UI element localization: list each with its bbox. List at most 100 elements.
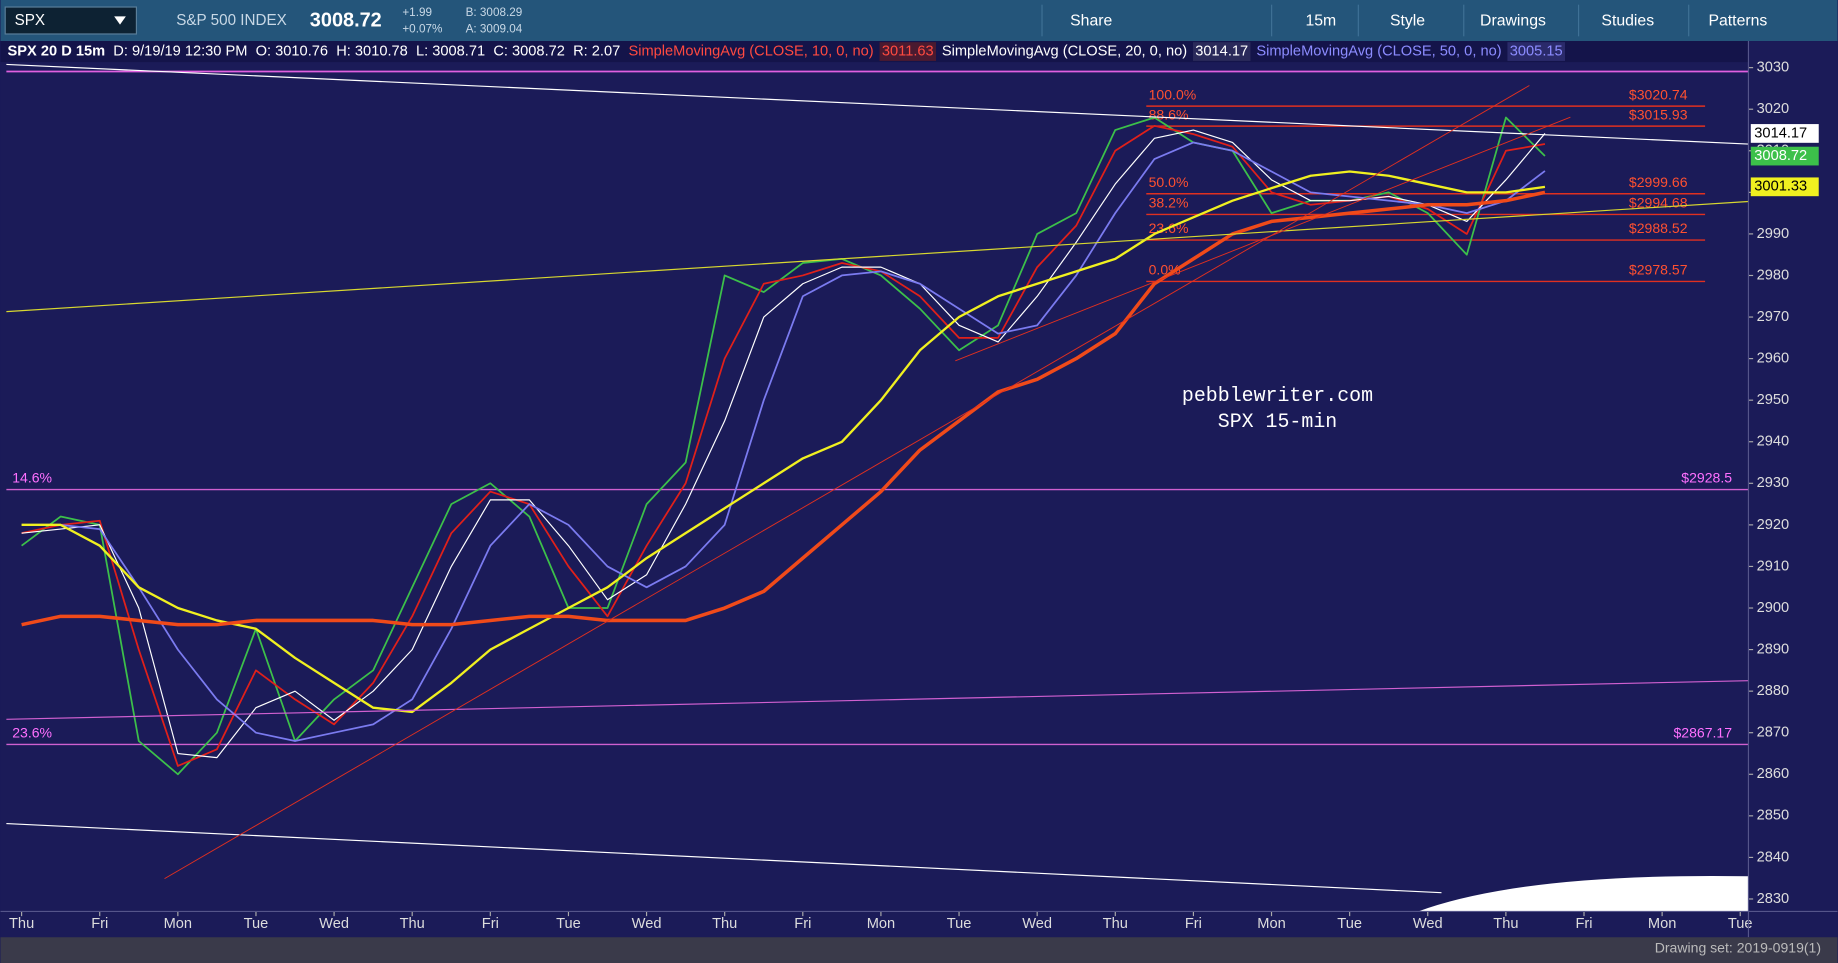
legend-text: SimpleMovingAvg (CLOSE, 50, 0, no): [1256, 43, 1501, 59]
fib-pct: 50.0%: [1149, 174, 1189, 190]
price-badge-label: 3008.72: [1754, 148, 1807, 164]
drawing-set: Drawing set: 2019-0919(1): [1655, 940, 1821, 956]
y-tick-label: 2830: [1757, 891, 1790, 907]
change-pct: +0.07%: [402, 22, 442, 35]
y-tick-label: 2930: [1757, 475, 1790, 491]
level-pct: 14.6%: [12, 470, 52, 486]
toolbar-button[interactable]: Studies: [1601, 12, 1654, 29]
legend-value-box: [1192, 42, 1251, 61]
x-tick-label: Thu: [1493, 916, 1518, 932]
y-tick-label: 2880: [1757, 683, 1790, 699]
legend-text: SimpleMovingAvg (CLOSE, 10, 0, no): [628, 43, 873, 59]
legend-bar: [0, 41, 1749, 63]
y-tick-label: 2940: [1757, 434, 1790, 450]
legend-value-box: [879, 42, 937, 61]
price-badge-label: 3014.17: [1754, 125, 1807, 141]
y-tick-label: 3030: [1757, 60, 1790, 76]
legend-text: C: 3008.72: [493, 43, 565, 59]
legend: SPX 20 D 15m D: 9/19/19 12:30 PM O: 3010.7…: [8, 42, 1566, 61]
level-pct: 23.6%: [12, 725, 52, 741]
x-tick-label: Fri: [794, 916, 811, 932]
symbol-name: S&P 500 INDEX: [176, 12, 287, 29]
toolbar-button[interactable]: Patterns: [1708, 12, 1767, 29]
trend-line: [6, 200, 1749, 313]
legend-text: O: 3010.76: [256, 43, 328, 59]
fib-pct: 100.0%: [1149, 86, 1197, 102]
x-tick-label: Tue: [556, 916, 581, 932]
price-badge: [1750, 177, 1819, 197]
toolbar: [0, 0, 1838, 42]
symbol: SPX: [15, 12, 45, 29]
x-tick-label: Tue: [1337, 916, 1362, 932]
dropdown-arrow: [114, 16, 126, 25]
trend-line: [164, 85, 1530, 880]
toolbar-button[interactable]: Style: [1390, 12, 1425, 29]
y-tick-label: 2960: [1757, 350, 1790, 366]
x-tick-label: Thu: [712, 916, 737, 932]
x-tick-label: Fri: [482, 916, 499, 932]
fib-pct: 88.6%: [1149, 106, 1189, 122]
x-tick-label: Thu: [400, 916, 425, 932]
toolbar-button[interactable]: 15m: [1305, 12, 1336, 29]
legend-text: 3014.17: [1195, 43, 1248, 59]
y-tick-label: 2970: [1757, 309, 1790, 325]
x-tick-label: Tue: [1728, 916, 1753, 932]
trend-line: [955, 116, 1571, 362]
fib-price: $2978.57: [1629, 262, 1688, 278]
trend-line: [6, 680, 1749, 720]
toolbar-button[interactable]: Drawings: [1480, 12, 1546, 29]
y-tick-label: 2840: [1757, 849, 1790, 865]
x-tick-label: Mon: [1648, 916, 1676, 932]
series-line: [21, 190, 1546, 627]
x-tick-label: Mon: [867, 916, 895, 932]
fib-price: $2999.66: [1629, 174, 1688, 190]
change: +1.99: [402, 6, 432, 19]
symbol-box[interactable]: [4, 6, 138, 35]
price-badge-label: 3001.33: [1754, 179, 1807, 195]
toolbar-buttons: Share 15m Style Drawings Studies Patterns: [1041, 4, 1767, 37]
x-tick-label: Wed: [632, 916, 662, 932]
legend-text: SPX 20 D 15m: [8, 43, 106, 59]
legend-text: SimpleMovingAvg (CLOSE, 20, 0, no): [942, 43, 1187, 59]
level-price: $2928.5: [1681, 470, 1732, 486]
y-tick-label: 2900: [1757, 600, 1790, 616]
x-tick-label: Tue: [947, 916, 972, 932]
y-tick-label: 2980: [1757, 267, 1790, 283]
watermark: SPX 15-min: [1218, 410, 1337, 433]
y-tick-label: 2870: [1757, 725, 1790, 741]
x-tick-label: Tue: [244, 916, 269, 932]
x-tick-label: Mon: [1257, 916, 1285, 932]
series-line: [21, 124, 1546, 767]
y-tick-label: 2850: [1757, 808, 1790, 824]
x-tick-label: Fri: [1575, 916, 1592, 932]
y-tick-label: 2890: [1757, 641, 1790, 657]
toolbar-button[interactable]: Share: [1070, 12, 1112, 29]
x-tick-label: Fri: [91, 916, 108, 932]
y-tick-label: 2920: [1757, 517, 1790, 533]
ask: A: 3009.04: [466, 22, 523, 35]
y-tick-label: 2990: [1757, 226, 1790, 242]
watermark: pebblewriter.com: [1182, 384, 1373, 407]
trend-line: [6, 823, 1442, 894]
x-tick-label: Wed: [1413, 916, 1443, 932]
plot: 2830 2840 2850 2860 2870 2880 2890 2900 2910 2920…: [6, 60, 1819, 932]
x-tick-label: Wed: [319, 916, 349, 932]
legend-text: R: 2.07: [573, 43, 620, 59]
x-tick-label: Thu: [1103, 916, 1128, 932]
legend-text: L: 3008.71: [416, 43, 485, 59]
x-tick-label: Fri: [1185, 916, 1202, 932]
x-tick-label: Wed: [1022, 916, 1052, 932]
y-tick-label: 2950: [1757, 392, 1790, 408]
legend-text: 3005.15: [1510, 43, 1563, 59]
trend-line: [6, 63, 1749, 145]
bid: B: 3008.29: [466, 6, 523, 19]
series-line: [21, 170, 1546, 714]
y-tick-label: 3020: [1757, 101, 1790, 117]
x-tick-label: Mon: [164, 916, 192, 932]
fib-pct: 38.2%: [1149, 195, 1189, 211]
price-badge: [1750, 124, 1819, 143]
drawings: [6, 63, 1749, 912]
legend-text: D: 9/19/19 12:30 PM: [113, 43, 247, 59]
x-tick-label: Thu: [9, 916, 34, 932]
level-price: $2867.17: [1673, 725, 1732, 741]
